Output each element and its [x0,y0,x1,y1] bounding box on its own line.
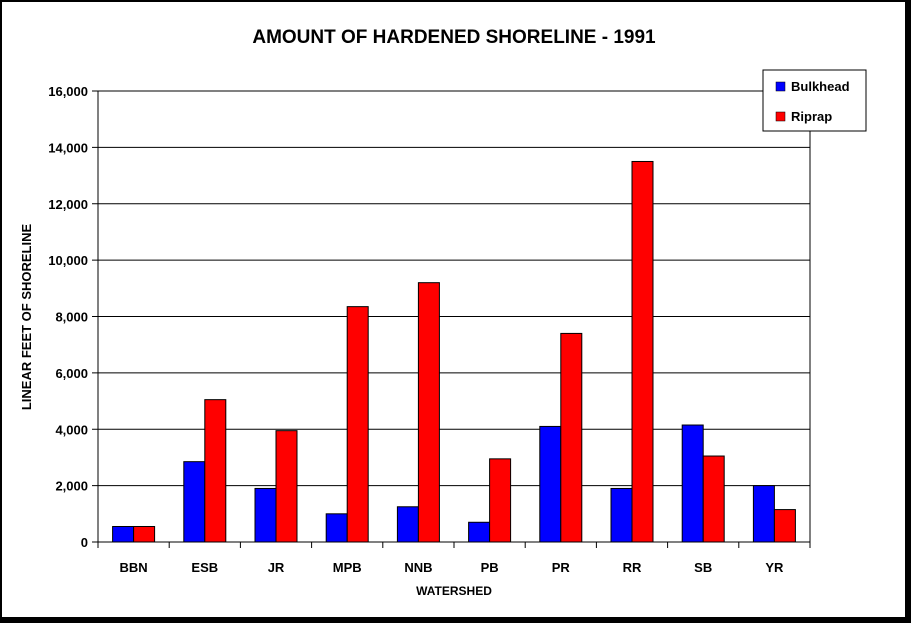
x-tick-label: ESB [191,560,218,575]
x-tick-label: SB [694,560,712,575]
y-tick-label: 14,000 [48,140,88,155]
x-tick-label: RR [623,560,642,575]
bar-riprap [773,509,796,543]
bar-bulkhead [396,506,419,543]
bar-bulkhead [183,461,206,543]
y-tick-label: 4,000 [55,422,88,437]
chart-frame: AMOUNT OF HARDENED SHORELINE - 1991 0 2,0… [2,2,905,617]
bar-bulkhead [325,513,348,543]
x-tick-label: YR [765,560,784,575]
legend-swatch-riprap [775,111,786,122]
x-axis-label: WATERSHED [416,584,492,598]
bar-bulkhead [681,424,704,543]
y-tick-label: 6,000 [55,366,88,381]
bar-bulkhead [539,425,562,543]
y-tick-label: 8,000 [55,310,88,325]
y-tick-label: 0 [81,535,88,550]
bar-riprap [275,430,298,543]
bar-riprap [560,332,583,543]
y-axis-label: LINEAR FEET OF SHORELINE [19,224,34,411]
legend-swatch-bulkhead [775,81,786,92]
x-tick-label: PB [481,560,499,575]
bar-riprap [702,455,725,543]
bar-bulkhead [112,525,135,543]
bar-bulkhead [254,487,277,543]
x-tick-label: JR [268,560,285,575]
x-tick-label: NNB [404,560,432,575]
bar-bulkhead [752,485,775,543]
x-tick-label: MPB [333,560,362,575]
bar-riprap [489,458,512,543]
y-tick-label: 2,000 [55,479,88,494]
bar-riprap [631,160,654,543]
bar-riprap [417,282,440,543]
x-tick-label: PR [552,560,571,575]
y-tick-label: 16,000 [48,84,88,99]
x-tick-label: BBN [120,560,148,575]
bar-chart: AMOUNT OF HARDENED SHORELINE - 1991 0 2,0… [19,27,867,598]
y-tick-label: 10,000 [48,253,88,268]
legend-label-riprap: Riprap [791,109,832,124]
legend-label-bulkhead: Bulkhead [791,79,850,94]
bar-riprap [133,525,156,543]
bar-bulkhead [468,521,491,543]
bar-riprap [204,399,227,543]
y-tick-label: 12,000 [48,197,88,212]
legend: Bulkhead Riprap [762,69,867,132]
bar-bulkhead [610,487,633,543]
chart-title: AMOUNT OF HARDENED SHORELINE - 1991 [252,27,656,48]
bar-riprap [346,306,369,543]
